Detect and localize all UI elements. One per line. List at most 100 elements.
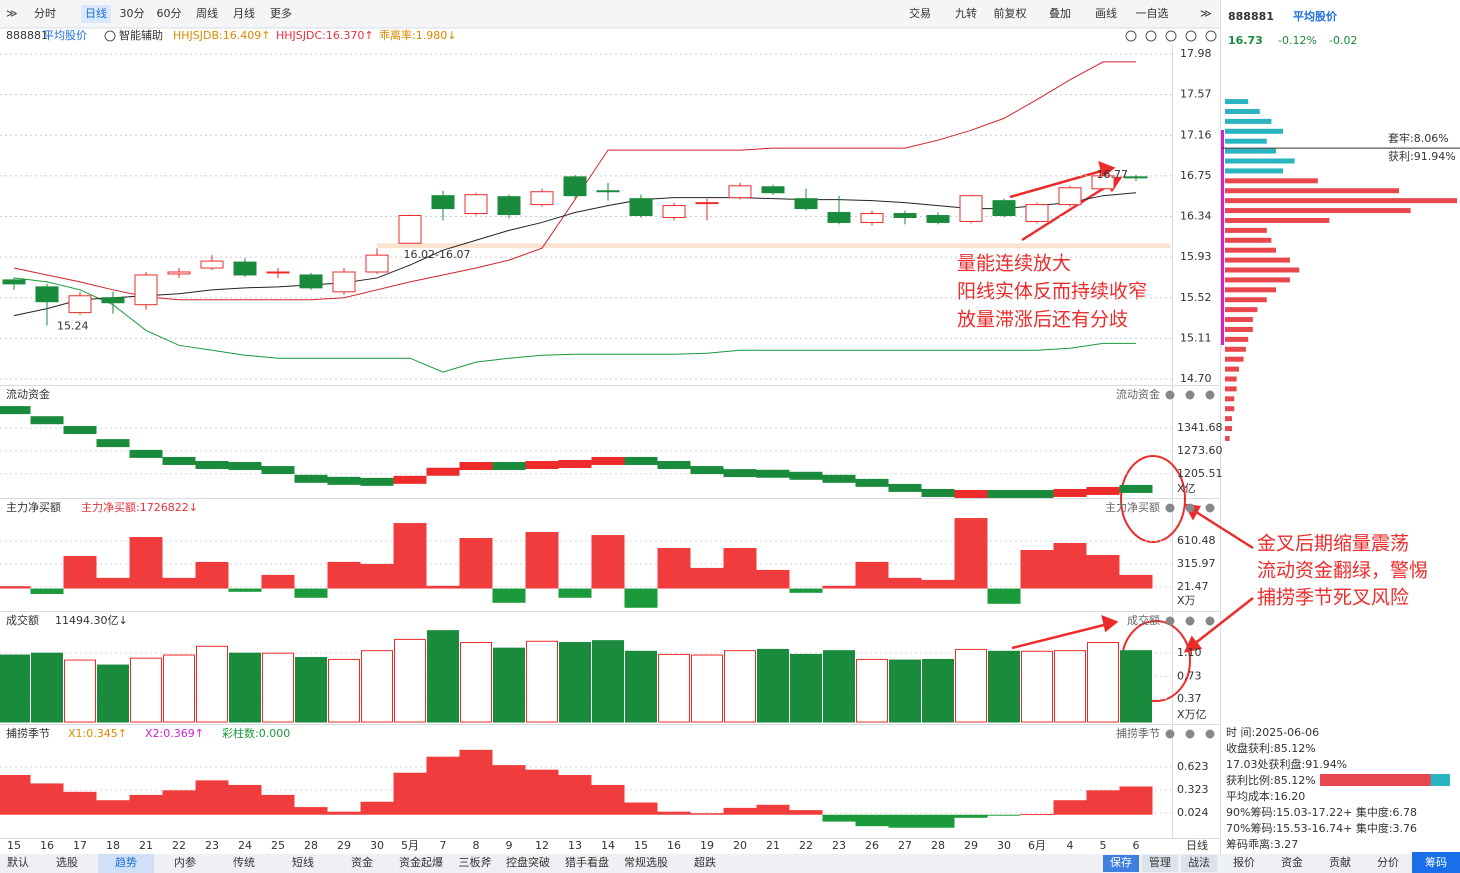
bar [492,588,526,603]
panel-icon[interactable] [1185,390,1195,400]
collapse-icon[interactable]: ≫ [6,7,18,20]
assist-icon[interactable] [104,30,116,42]
bottom-tab[interactable]: 选股 [56,856,78,869]
panel-icon[interactable] [1205,390,1215,400]
panel-icon[interactable] [1205,503,1215,513]
tool-button[interactable]: 交易 [909,6,931,20]
bottom-tab[interactable]: 常规选股 [624,855,668,869]
panel-icon[interactable] [1165,729,1175,739]
x-tick-label: 6月 [1028,839,1046,852]
bottom-tab[interactable]: 短线 [292,855,314,869]
bar [360,563,394,589]
bottom-tab[interactable]: 控盘突破 [506,855,550,869]
panel-icon[interactable] [1205,616,1215,626]
tool-button[interactable]: 前复权 [994,6,1027,20]
side-tab[interactable]: 资金 [1281,855,1303,869]
bottom-tab[interactable]: 趋势 [115,856,137,869]
legend-assist[interactable]: 智能辅助 [119,28,163,42]
bottom-tab[interactable]: 资金起爆 [399,855,443,869]
chip-bar [1225,376,1237,382]
chip-bar [1225,307,1258,313]
bottom-tab[interactable]: 资金 [351,855,373,869]
panel-title-right: 捕捞季节 [1116,726,1160,740]
panel-icon[interactable] [1185,729,1195,739]
bar [558,775,592,815]
bottom-action[interactable]: 保存 [1110,855,1132,869]
panel-legend: 主力净买额:1726822↓ [81,500,198,514]
period-tab[interactable]: 60分 [157,7,182,20]
period-tab[interactable]: 分时 [34,7,56,20]
quote-change: -0.02 [1329,34,1357,47]
y-tick-label: 1205.51 [1177,467,1223,480]
y-tick-label: 15.52 [1180,291,1212,304]
side-tab[interactable]: 分价 [1377,856,1399,869]
bar [426,756,460,815]
bar [1119,786,1153,815]
bottom-action[interactable]: 战法 [1188,855,1210,869]
volume-bar [559,642,591,723]
chip-bar [1225,168,1283,174]
flow-level [690,466,724,475]
panel-icon[interactable] [1165,503,1175,513]
quote-name: 平均股价 [1293,9,1338,23]
panel-icon[interactable] [1185,616,1195,626]
chip-bar [1225,188,1399,194]
period-tab[interactable]: 更多 [270,6,292,20]
bar [129,536,163,589]
volume-bar [361,650,393,723]
panel-title: 主力净买额 [6,500,61,514]
panel-icon[interactable] [1165,390,1175,400]
period-tab[interactable]: 月线 [233,6,255,20]
bottom-action[interactable]: 管理 [1149,855,1171,869]
bottom-tab[interactable]: 超跌 [694,855,716,869]
period-tab[interactable]: 周线 [196,6,218,20]
panel-icon[interactable] [1205,729,1215,739]
side-tab[interactable]: 筹码 [1425,855,1447,869]
tool-button[interactable]: 叠加 [1049,7,1071,20]
period-tab[interactable]: 日线 [85,6,107,20]
bar [492,765,526,815]
side-tab[interactable]: 贡献 [1329,855,1351,869]
bottom-tab[interactable]: 默认 [7,856,29,869]
bottom-tab[interactable]: 猎手看盘 [565,855,609,869]
x-tick-label: 21 [139,839,153,852]
zoom-in[interactable] [1125,30,1137,42]
period-tab[interactable]: 30分 [120,7,145,20]
chip-bar [1225,356,1244,362]
bar [789,588,823,593]
x-tick-label: 7 [440,839,447,852]
panel-icon[interactable] [1185,503,1195,513]
flow-level [0,406,31,415]
bar [888,577,922,589]
volume-bar [295,657,327,723]
bottom-tab[interactable]: 传统 [233,856,255,869]
y-tick-label: 16.34 [1180,210,1212,223]
y-tick-label: 0.73 [1177,669,1202,682]
candle-body [134,274,158,306]
tool-button[interactable]: 一自选 [1136,7,1169,20]
collapse-icon[interactable]: ≫ [1200,7,1212,20]
close[interactable] [1205,30,1217,42]
volume-bar [1054,650,1086,723]
volume-bar [658,653,690,723]
bottom-tab[interactable]: 内参 [174,855,196,869]
x-tick-label: 18 [106,839,120,852]
candle-body [299,274,323,289]
tool-button[interactable]: 九转 [955,6,977,20]
volume-bar [229,652,261,723]
bar [360,801,394,815]
help[interactable] [1185,30,1197,42]
candle-body [827,212,851,223]
zoom-out[interactable] [1145,30,1157,42]
side-tab[interactable]: 报价 [1233,855,1255,869]
axis-unit: X亿 [1177,482,1196,495]
volume-bar [724,650,756,723]
bottom-tab[interactable]: 三板斧 [459,855,492,869]
settings[interactable] [1165,30,1177,42]
volume-bar [592,640,624,723]
panel-legend: X2:0.369↑ [145,727,204,740]
x-tick-label: 14 [601,839,615,852]
tool-button[interactable]: 画线 [1095,6,1117,20]
panel-icon[interactable] [1165,616,1175,626]
